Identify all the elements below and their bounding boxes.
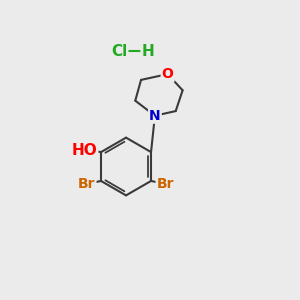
Text: HO: HO [71, 143, 97, 158]
Text: Br: Br [78, 177, 95, 191]
Text: O: O [162, 67, 173, 81]
Text: H: H [142, 44, 154, 59]
Text: N: N [149, 109, 161, 123]
Text: Cl: Cl [111, 44, 127, 59]
Text: Br: Br [157, 177, 174, 191]
